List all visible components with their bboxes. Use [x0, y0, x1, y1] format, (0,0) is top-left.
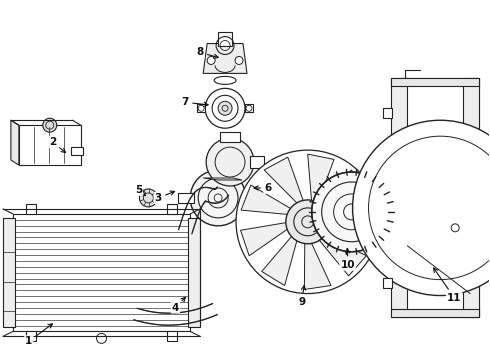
- Bar: [242, 193, 258, 203]
- Bar: [384, 108, 392, 118]
- Text: 8: 8: [196, 48, 218, 58]
- Polygon shape: [264, 157, 304, 204]
- Circle shape: [206, 138, 254, 186]
- Text: 9: 9: [298, 285, 306, 306]
- Circle shape: [286, 200, 330, 244]
- Polygon shape: [245, 104, 253, 112]
- Text: 1: 1: [25, 324, 52, 346]
- Bar: [178, 193, 194, 203]
- Bar: [167, 204, 177, 214]
- Polygon shape: [203, 44, 247, 73]
- Circle shape: [353, 120, 490, 296]
- Text: 7: 7: [181, 97, 208, 107]
- Text: 4: 4: [172, 297, 185, 312]
- Bar: [26, 204, 36, 214]
- Circle shape: [140, 189, 157, 207]
- Bar: [71, 147, 83, 155]
- Bar: [463, 78, 479, 318]
- Bar: [405, 78, 479, 318]
- Circle shape: [451, 224, 459, 232]
- Text: 5: 5: [135, 185, 146, 195]
- Bar: [392, 78, 407, 318]
- Bar: [220, 132, 240, 142]
- Text: 3: 3: [155, 191, 174, 203]
- Polygon shape: [241, 222, 289, 256]
- Circle shape: [190, 170, 246, 226]
- Bar: [3, 218, 15, 328]
- Polygon shape: [11, 120, 19, 165]
- Bar: [250, 156, 264, 168]
- Polygon shape: [318, 235, 367, 276]
- Circle shape: [236, 150, 379, 293]
- Text: 10: 10: [341, 249, 355, 270]
- Circle shape: [43, 118, 57, 132]
- Polygon shape: [203, 178, 242, 180]
- Bar: [392, 78, 479, 86]
- Polygon shape: [308, 154, 334, 204]
- Circle shape: [235, 57, 243, 64]
- Polygon shape: [304, 242, 331, 289]
- Circle shape: [205, 88, 245, 128]
- Bar: [167, 332, 177, 341]
- Polygon shape: [197, 104, 205, 112]
- Bar: [13, 214, 190, 332]
- Polygon shape: [327, 210, 374, 237]
- Polygon shape: [262, 235, 297, 285]
- Text: 6: 6: [254, 183, 271, 193]
- Circle shape: [312, 172, 392, 252]
- Circle shape: [207, 57, 215, 64]
- Bar: [188, 218, 200, 328]
- Bar: [392, 310, 479, 318]
- Text: 2: 2: [49, 137, 66, 153]
- Polygon shape: [19, 125, 81, 165]
- Bar: [384, 278, 392, 288]
- Text: 11: 11: [434, 268, 462, 302]
- Polygon shape: [241, 185, 292, 215]
- Circle shape: [218, 101, 232, 115]
- Bar: [218, 32, 232, 45]
- Bar: [26, 332, 36, 341]
- Polygon shape: [323, 170, 368, 215]
